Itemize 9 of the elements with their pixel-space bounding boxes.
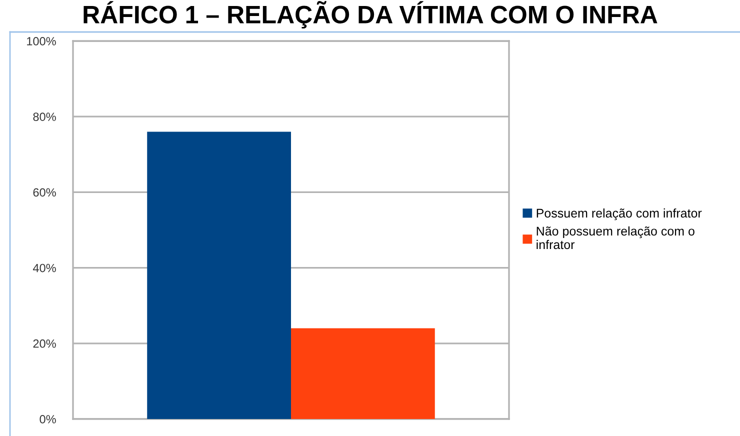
y-tick-label: 60% xyxy=(33,188,56,197)
legend-label: Possuem relação com infrator xyxy=(536,208,702,220)
chart-title: RÁFICO 1 – RELAÇÃO DA VÍTIMA COM O INFRA xyxy=(84,1,658,28)
y-tick-label: 100% xyxy=(27,37,56,46)
y-tick-label: 0% xyxy=(40,415,56,424)
legend-label: Não possuem relação com o infrator xyxy=(536,226,694,250)
y-tick-label: 40% xyxy=(32,264,56,272)
y-tick-label: 80% xyxy=(33,112,56,121)
y-tick-label: 20% xyxy=(33,339,56,348)
